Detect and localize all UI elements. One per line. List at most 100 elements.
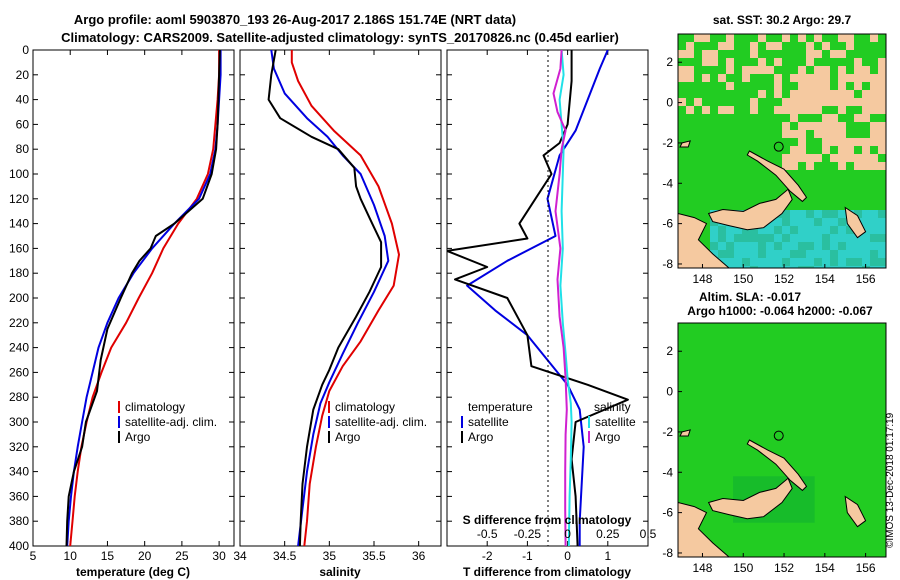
difference-ticks: -2 -1 0 1: [447, 49, 648, 563]
sst-cell: [742, 226, 750, 234]
sst-cell: [806, 234, 814, 242]
legend-label-satellite: satellite-adj. clim.: [125, 415, 217, 429]
sst-cell: [782, 258, 790, 266]
sst-cell: [846, 138, 854, 146]
sst-cell: [766, 66, 774, 74]
sst-cell: [766, 234, 774, 242]
sst-cell: [734, 258, 742, 266]
series-line-temperature-argo: [447, 50, 629, 546]
sla-map-title: Altim. SLA: -0.017: [699, 290, 801, 304]
sst-cell: [758, 266, 766, 268]
sst-cell: [846, 34, 854, 42]
sst-cell: [838, 154, 846, 162]
sst-cell: [838, 106, 846, 114]
sst-cell: [782, 266, 790, 268]
sst-cell: [806, 58, 814, 66]
sst-cell: [870, 122, 878, 130]
sst-cell: [710, 250, 718, 258]
sst-cell: [806, 210, 814, 218]
series-line-temperature-satellite: [466, 50, 609, 546]
sst-cell: [830, 114, 838, 122]
sst-cell: [806, 90, 814, 98]
sst-cell: [790, 98, 798, 106]
sst-cell: [878, 138, 886, 146]
sst-cell: [854, 234, 862, 242]
sst-cell: [686, 66, 694, 74]
land-manus: [679, 140, 691, 148]
sst-cell: [750, 242, 758, 250]
sst-cell: [830, 250, 838, 258]
y-tick-label: 80: [16, 142, 30, 156]
sst-cell: [838, 146, 846, 154]
sst-cell: [726, 226, 734, 234]
map-y-tick-label: -2: [662, 136, 673, 150]
x-tick-label: 34.5: [273, 549, 297, 563]
sst-cell: [838, 234, 846, 242]
sst-cell: [814, 50, 822, 58]
secondary-tick-label: 0.5: [640, 527, 657, 541]
sst-cell: [838, 34, 846, 42]
map-y-tick-label: -8: [662, 546, 673, 560]
sst-cell: [686, 42, 694, 50]
sst-cell: [798, 106, 806, 114]
sst-cell: [854, 162, 862, 170]
sst-cell: [846, 74, 854, 82]
sst-cell: [758, 250, 766, 258]
sst-cell: [750, 234, 758, 242]
sst-cell: [790, 218, 798, 226]
sst-cell: [878, 130, 886, 138]
sst-cell: [870, 106, 878, 114]
sst-cell: [870, 210, 878, 218]
salinity-xlabel: salinity: [319, 565, 361, 579]
sst-cell: [790, 114, 798, 122]
map-y-tick-label: -6: [662, 217, 673, 231]
sst-cell: [830, 258, 838, 266]
y-tick-label: 240: [9, 341, 29, 355]
sst-cell: [806, 266, 814, 268]
legend-title-temperature: temperature: [468, 400, 533, 414]
sst-cell: [798, 66, 806, 74]
sst-cell: [870, 242, 878, 250]
series-line-satellite-adj-clim-: [270, 50, 390, 546]
sst-cell: [750, 66, 758, 74]
sst-cell: [782, 218, 790, 226]
sst-cell: [702, 106, 710, 114]
map-y-tick-label: 0: [666, 385, 673, 399]
sst-cell: [782, 226, 790, 234]
sst-cell: [862, 114, 870, 122]
sst-cell: [710, 58, 718, 66]
sst-cell: [766, 250, 774, 258]
sst-cell: [870, 74, 878, 82]
x-tick-label: 30: [212, 549, 226, 563]
sst-cell: [870, 130, 878, 138]
sst-cell: [846, 90, 854, 98]
sst-cell: [838, 90, 846, 98]
sst-cell: [766, 226, 774, 234]
sst-cell: [862, 242, 870, 250]
sst-cell: [790, 226, 798, 234]
sst-cell: [742, 242, 750, 250]
x-tick-label: 35: [323, 549, 337, 563]
sst-cell: [862, 106, 870, 114]
sst-cell: [726, 42, 734, 50]
map-x-tick-label: 156: [856, 272, 876, 286]
map-x-tick-label: 150: [733, 272, 753, 286]
sst-cell: [854, 154, 862, 162]
y-tick-label: 160: [9, 241, 29, 255]
sst-cell: [822, 122, 830, 130]
sst-cell: [750, 226, 758, 234]
difference-xlabel: T difference from climatology: [463, 565, 631, 579]
sst-cell: [742, 234, 750, 242]
legend-label-t-argo: Argo: [468, 430, 494, 444]
sst-cell: [774, 218, 782, 226]
map-x-tick-label: 152: [774, 561, 794, 575]
secondary-tick-label: -0.25: [514, 527, 542, 541]
sst-cell: [782, 122, 790, 130]
x-tick-label: 34: [233, 549, 247, 563]
sst-cell: [702, 34, 710, 42]
y-tick-label: 120: [9, 192, 29, 206]
map-x-tick-label: 152: [774, 272, 794, 286]
sst-cell: [822, 90, 830, 98]
sst-cell: [758, 58, 766, 66]
sst-cell: [790, 250, 798, 258]
